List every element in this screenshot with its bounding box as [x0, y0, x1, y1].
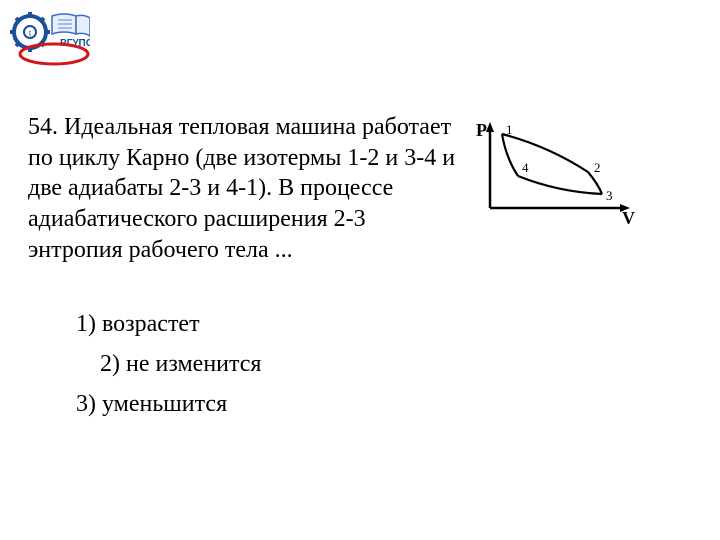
svg-text:3: 3: [606, 188, 613, 203]
pv-diagram: P V 1 2 3 4: [468, 112, 648, 235]
book-icon: [52, 14, 90, 36]
answer-option-3: 3) уменьшится: [76, 386, 692, 422]
university-logo: t РГУПС: [10, 8, 90, 66]
question-text: 54. Идеальная тепловая машина работает п…: [28, 112, 458, 266]
slide-content: 54. Идеальная тепловая машина работает п…: [28, 112, 692, 426]
answer-option-2: 2) не изменится: [76, 346, 692, 382]
svg-text:2: 2: [594, 160, 601, 175]
svg-text:1: 1: [506, 122, 513, 137]
ribbon-icon: [20, 44, 88, 64]
question-row: 54. Идеальная тепловая машина работает п…: [28, 112, 692, 266]
svg-text:P: P: [476, 120, 487, 140]
svg-text:V: V: [622, 208, 635, 228]
answer-list: 1) возрастет 2) не изменится 3) уменьшит…: [28, 306, 692, 422]
answer-option-1: 1) возрастет: [76, 306, 692, 342]
svg-text:4: 4: [522, 160, 529, 175]
